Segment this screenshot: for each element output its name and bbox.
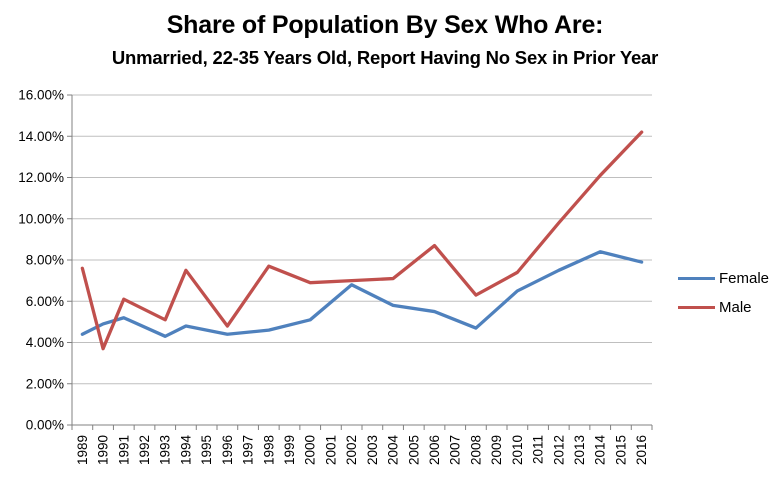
chart-subtitle: Unmarried, 22-35 Years Old, Report Havin… — [111, 47, 659, 68]
x-tick-label: 1991 — [116, 435, 131, 465]
x-tick-label: 1994 — [178, 435, 193, 466]
female-line — [80, 250, 644, 338]
x-tick-label: 1995 — [199, 435, 214, 465]
y-tick-label: 2.00% — [26, 376, 64, 391]
x-tick-label: 2001 — [323, 435, 338, 465]
x-tick-label: 2015 — [613, 435, 628, 465]
x-tick-label: 2014 — [593, 435, 608, 466]
x-tick-label: 2010 — [510, 435, 525, 465]
chart-title: Share of Population By Sex Who Are: — [166, 11, 604, 39]
x-tick-label: 2011 — [531, 435, 546, 464]
female-line-swatch — [678, 276, 715, 281]
x-tick-label: 2000 — [303, 435, 318, 465]
x-tick-label: 2006 — [427, 435, 442, 465]
y-tick-label: 6.00% — [26, 294, 64, 309]
x-tick-label: 2008 — [468, 435, 483, 465]
legend-label-male: Male — [719, 299, 752, 316]
y-tick-label: 8.00% — [26, 253, 64, 268]
x-tick-label: 1993 — [158, 435, 173, 465]
y-tick-label: 10.00% — [18, 211, 64, 226]
x-tick-label: 2016 — [634, 435, 649, 465]
x-tick-label: 2012 — [551, 435, 566, 465]
x-tick-label: 2013 — [572, 435, 587, 465]
male-line-swatch — [678, 305, 715, 310]
legend-label-female: Female — [719, 270, 770, 287]
x-tick-label: 2009 — [489, 435, 504, 465]
legend: Female Male — [678, 264, 769, 322]
legend-item-male: Male — [678, 293, 769, 322]
x-tick-label: 2003 — [365, 435, 380, 465]
male-line — [80, 130, 644, 351]
x-tick-label: 2007 — [448, 435, 463, 465]
x-tick-label: 2002 — [344, 435, 359, 465]
x-tick-label: 1997 — [241, 435, 256, 465]
x-tick-label: 1989 — [75, 435, 90, 465]
y-tick-label: 4.00% — [26, 335, 64, 350]
x-tick-label: 1996 — [220, 435, 235, 465]
x-tick-label: 1999 — [282, 435, 297, 465]
y-tick-label: 14.00% — [18, 129, 64, 144]
x-tick-label: 1998 — [261, 435, 276, 465]
x-tick-label: 2004 — [386, 435, 401, 466]
legend-item-female: Female — [678, 264, 769, 293]
y-tick-label: 16.00% — [18, 88, 64, 103]
y-tick-label: 12.00% — [18, 170, 64, 185]
x-tick-label: 1992 — [137, 435, 152, 465]
y-tick-label: 0.00% — [26, 418, 64, 433]
x-tick-label: 1990 — [96, 435, 111, 465]
x-tick-label: 2005 — [406, 435, 421, 465]
